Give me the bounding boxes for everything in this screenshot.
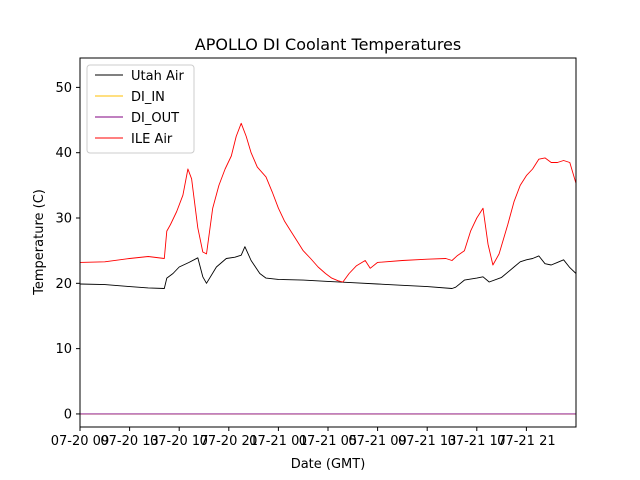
x-tick-label: 07-20 13: [100, 434, 158, 449]
series-line-utah-air: [80, 246, 576, 289]
legend: Utah Air DI_IN DI_OUT ILE Air: [86, 64, 195, 154]
x-tick-label: 07-20 21: [200, 434, 258, 449]
y-axis-label: Temperature (C): [32, 189, 47, 296]
legend-label: ILE Air: [131, 132, 173, 147]
y-tick-label: 20: [55, 277, 72, 292]
series-line-ile-air: [80, 122, 576, 283]
x-tick-label: 07-21 13: [398, 434, 456, 449]
series-layer: [80, 122, 576, 415]
y-tick-label: 40: [55, 146, 72, 161]
x-tick-label: 07-21 09: [348, 434, 406, 449]
chart-title: APOLLO DI Coolant Temperatures: [195, 35, 461, 54]
y-axis-ticks: 0 10 20 30 40 50: [55, 81, 80, 422]
y-tick-label: 50: [55, 81, 72, 96]
y-tick-label: 0: [64, 407, 72, 422]
x-tick-label: 07-20 17: [150, 434, 208, 449]
x-tick-label: 07-21 01: [249, 434, 307, 449]
y-tick-label: 10: [55, 342, 72, 357]
x-axis-label: Date (GMT): [291, 457, 366, 472]
x-tick-label: 07-21 05: [299, 434, 357, 449]
x-tick-label: 07-20 09: [51, 434, 109, 449]
x-tick-label: 07-21 17: [448, 434, 506, 449]
x-tick-label: 07-21 21: [497, 434, 555, 449]
legend-label: DI_IN: [131, 90, 165, 105]
legend-box: [86, 64, 195, 154]
legend-label: DI_OUT: [131, 111, 179, 126]
legend-label: Utah Air: [131, 69, 184, 84]
y-tick-label: 30: [55, 212, 72, 227]
